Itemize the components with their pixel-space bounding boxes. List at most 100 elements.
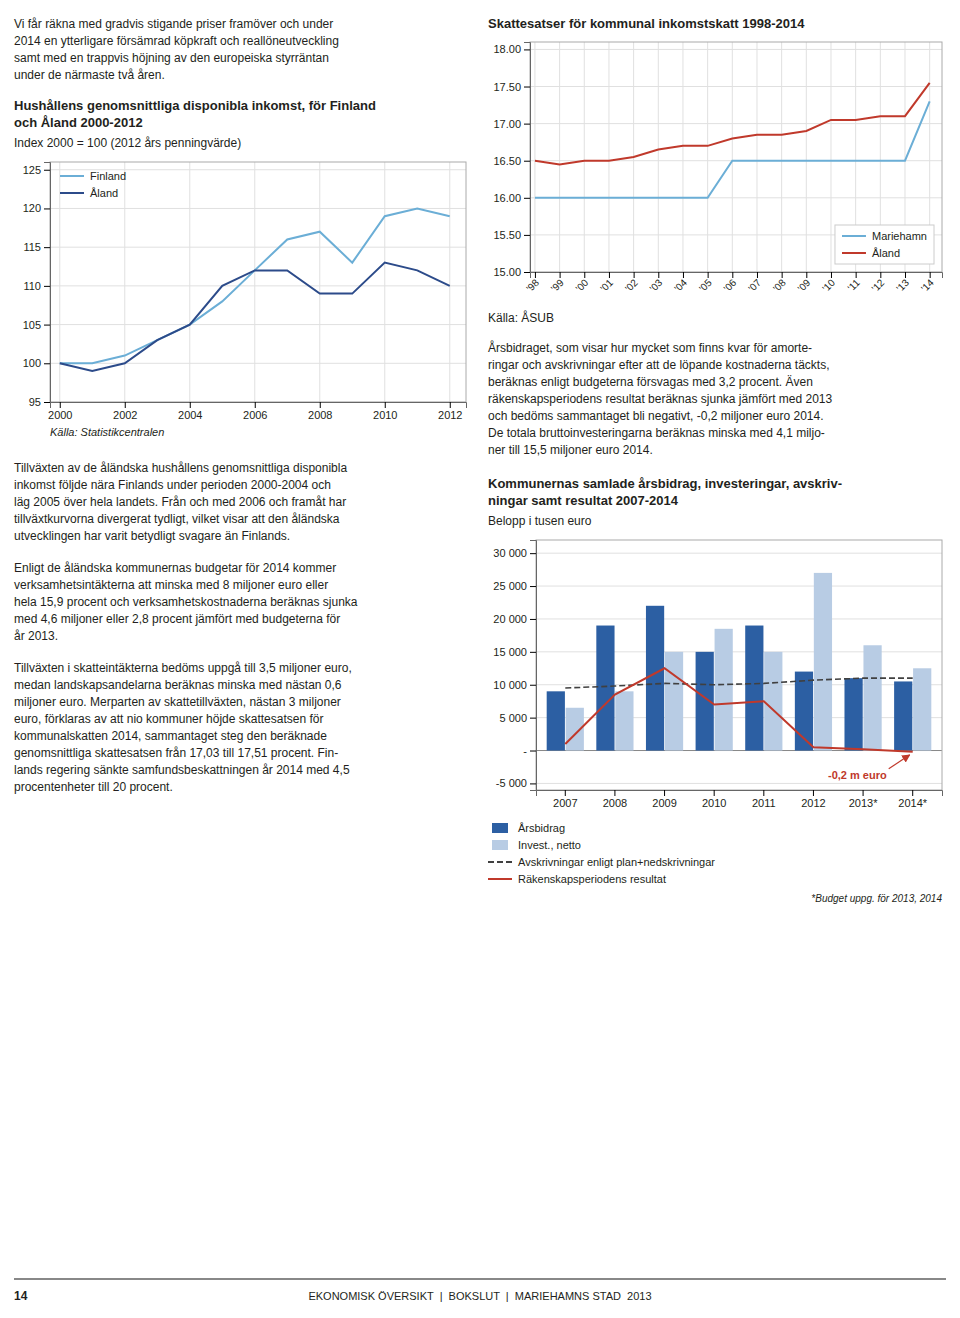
tick-label: '13 xyxy=(894,277,911,294)
text-line: med 4,6 miljoner eller 2,8 procent jämfö… xyxy=(14,612,340,626)
tick: 120 xyxy=(23,202,50,214)
axis-line xyxy=(537,791,943,797)
tick-label: 2007 xyxy=(553,797,577,809)
page: Vi får räkna med gradvis stigande priser… xyxy=(0,0,960,1318)
tick-label: 2012 xyxy=(801,797,825,809)
chart-note: *Budget uppg. för 2013, 2014 xyxy=(811,893,942,904)
legend-swatch xyxy=(492,840,508,850)
tick-mark xyxy=(806,272,807,278)
tick-label: 2008 xyxy=(603,797,627,809)
tick-mark xyxy=(664,790,665,796)
legend-item: Räkenskapsperiodens resultat xyxy=(488,873,666,885)
tick-mark xyxy=(763,790,764,796)
tick: 2010 xyxy=(373,402,397,421)
line-series xyxy=(535,101,930,197)
tick-mark xyxy=(44,325,50,326)
paragraph: Tillväxten i skatteintäkterna bedöms upp… xyxy=(14,661,352,794)
tick-mark xyxy=(530,652,536,653)
legend: ÅrsbidragInvest., nettoAvskrivningar enl… xyxy=(488,822,715,885)
tick: 15.50 xyxy=(493,229,530,241)
bar xyxy=(894,681,912,750)
tick-label: 2013* xyxy=(849,797,878,809)
y-axis: 95100105110115120125 xyxy=(23,163,51,409)
tick: '02 xyxy=(623,272,640,294)
chart-source: Källa: Statistikcentralen xyxy=(50,426,164,438)
tick: 100 xyxy=(23,357,50,369)
tick-mark xyxy=(44,247,50,248)
tick-mark xyxy=(524,198,530,199)
legend-swatch xyxy=(488,861,512,863)
legend-swatch xyxy=(60,192,84,194)
text-line: medan landskapsandelarna beräknas minska… xyxy=(14,678,342,692)
grid-line xyxy=(50,247,466,248)
grid-line xyxy=(608,42,609,272)
tick-label: 15.00 xyxy=(493,266,521,278)
tick-mark xyxy=(255,402,256,408)
tick-mark xyxy=(44,402,50,403)
tick-label: 2011 xyxy=(752,797,776,809)
tick-label: '11 xyxy=(845,277,862,294)
tick-label: '12 xyxy=(869,277,886,294)
tick-mark xyxy=(530,586,536,587)
tick-label: '05 xyxy=(697,277,714,294)
chart-subtitle: Index 2000 = 100 (2012 års penningvärde) xyxy=(14,136,241,150)
tick-mark xyxy=(524,272,530,273)
text-line: miljoner euro. Merparten av skattetillvä… xyxy=(14,695,341,709)
text-line: ningar samt resultat 2007-2014 xyxy=(488,493,679,508)
grid-line xyxy=(536,618,942,619)
text-line: inkomst följde nära Finlands under perio… xyxy=(14,478,331,492)
tick-label: 30 000 xyxy=(493,547,527,559)
text-line: samt med en trappvis höjning av den euro… xyxy=(14,51,329,65)
tick: 10 000 xyxy=(493,679,536,691)
tick: 15.00 xyxy=(493,266,530,278)
tick: 16.00 xyxy=(493,192,530,204)
tick: 2000 xyxy=(48,402,72,421)
grid-line xyxy=(189,162,190,402)
tick-mark xyxy=(530,783,536,784)
tick-label: '00 xyxy=(573,277,590,294)
legend-label: Åland xyxy=(90,187,118,199)
axis-line xyxy=(531,273,943,279)
grid-line xyxy=(536,553,942,554)
tick-label: 2008 xyxy=(308,409,332,421)
tick-label: 2010 xyxy=(702,797,726,809)
chart-title: Kommunernas samlade årsbidrag, investeri… xyxy=(488,476,842,508)
tick-mark xyxy=(524,49,530,50)
grid-line xyxy=(559,42,560,272)
tick-mark xyxy=(385,402,386,408)
text-line: hela 15,9 procent och verksamhetskostnad… xyxy=(14,595,358,609)
tick-label: 2014* xyxy=(898,797,927,809)
tick: 115 xyxy=(23,241,50,253)
text-line: verksamhetsintäkterna att minska med 8 m… xyxy=(14,578,328,592)
tick: 95 xyxy=(29,396,50,408)
line-series xyxy=(60,208,450,363)
grid-line xyxy=(50,363,466,364)
text-line: 2014 en ytterligare försämrad köpkraft o… xyxy=(14,34,339,48)
tick: 2014* xyxy=(898,790,927,809)
tick: 2008 xyxy=(308,402,332,421)
tick-mark xyxy=(658,272,659,278)
tick-mark xyxy=(831,272,832,278)
line-series xyxy=(535,83,930,165)
tick-mark xyxy=(530,619,536,620)
text-line: beräknas enligt budgeterna försvagas med… xyxy=(488,375,813,389)
grid xyxy=(50,162,466,402)
tick: 2012 xyxy=(438,402,462,421)
grid-line xyxy=(50,208,466,209)
bar xyxy=(646,606,664,751)
tick-label: '04 xyxy=(672,277,689,294)
text-line: läg 2005 över hela landets. Från och med… xyxy=(14,495,346,509)
tick-mark xyxy=(320,402,321,408)
legend-swatch xyxy=(842,235,866,237)
text-line: och bedöms sammantaget bli negativt, -0,… xyxy=(488,409,824,423)
legend-item: Årsbidrag xyxy=(492,822,565,834)
text-line: ner till 15,5 miljoner euro 2014. xyxy=(488,443,653,457)
tick: 30 000 xyxy=(493,547,536,559)
chart-title: Skattesatser för kommunal inkomstskatt 1… xyxy=(488,16,805,31)
tick: '10 xyxy=(820,272,837,294)
tick: '00 xyxy=(573,272,590,294)
bar xyxy=(547,691,565,750)
tick-label: 15 000 xyxy=(493,646,527,658)
grid-line xyxy=(707,42,708,272)
tick-label: '03 xyxy=(647,277,664,294)
